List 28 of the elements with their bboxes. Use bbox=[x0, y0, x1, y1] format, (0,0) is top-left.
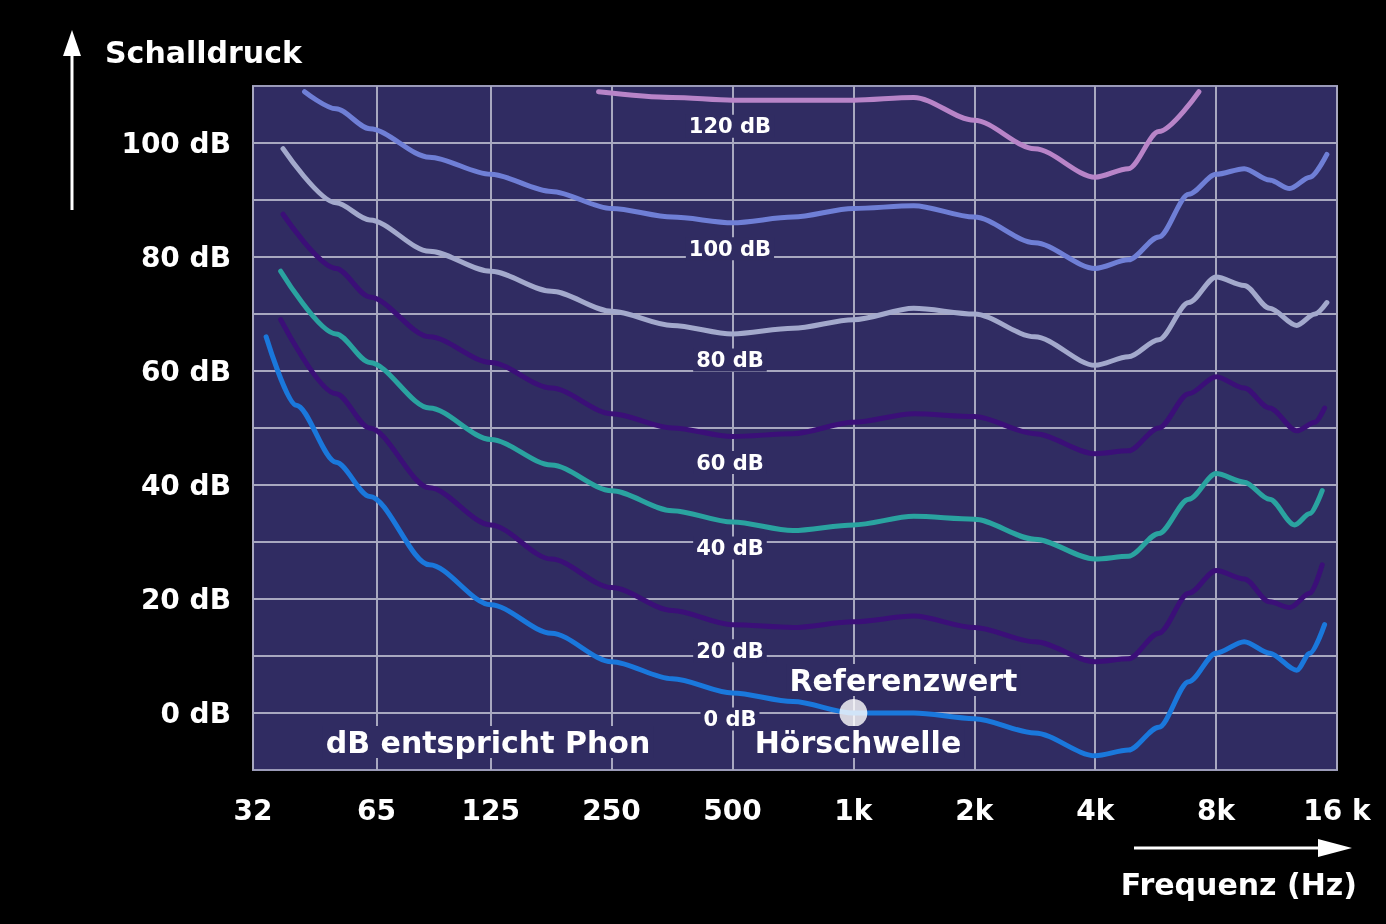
x-axis-title: Frequenz (Hz) bbox=[1120, 866, 1357, 902]
y-tick-label: 60 dB bbox=[140, 354, 231, 388]
y-tick-label: 100 dB bbox=[121, 126, 231, 160]
annotation: dB entspricht Phon bbox=[325, 724, 651, 760]
annotation: Referenzwert bbox=[789, 662, 1018, 698]
x-tick-label: 250 bbox=[582, 793, 641, 827]
y-tick-label: 40 dB bbox=[140, 468, 231, 502]
x-tick-label: 16 k bbox=[1303, 793, 1373, 827]
series-label: 100 dB bbox=[688, 236, 772, 261]
x-tick-label: 2k bbox=[955, 793, 995, 827]
y-tick-label: 80 dB bbox=[140, 240, 231, 274]
x-tick-label: 32 bbox=[233, 793, 273, 827]
x-tick-label: 1k bbox=[834, 793, 874, 827]
x-tick-label: 125 bbox=[461, 793, 520, 827]
series-label: 40 dB bbox=[696, 536, 764, 561]
series-label: 60 dB bbox=[696, 450, 764, 475]
y-axis-title: Schalldruck bbox=[105, 34, 303, 70]
x-tick-label: 8k bbox=[1197, 793, 1237, 827]
series-label: 80 dB bbox=[696, 347, 764, 372]
series-label: 0 dB bbox=[703, 707, 757, 732]
series-label: 20 dB bbox=[696, 638, 764, 663]
x-tick-label: 65 bbox=[357, 793, 397, 827]
y-tick-label: 20 dB bbox=[140, 582, 231, 616]
y-tick-label: 0 dB bbox=[160, 696, 231, 730]
x-tick-label: 4k bbox=[1076, 793, 1116, 827]
x-tick-label: 500 bbox=[703, 793, 762, 827]
series-label: 120 dB bbox=[688, 114, 772, 139]
annotation: Hörschwelle bbox=[754, 724, 962, 760]
